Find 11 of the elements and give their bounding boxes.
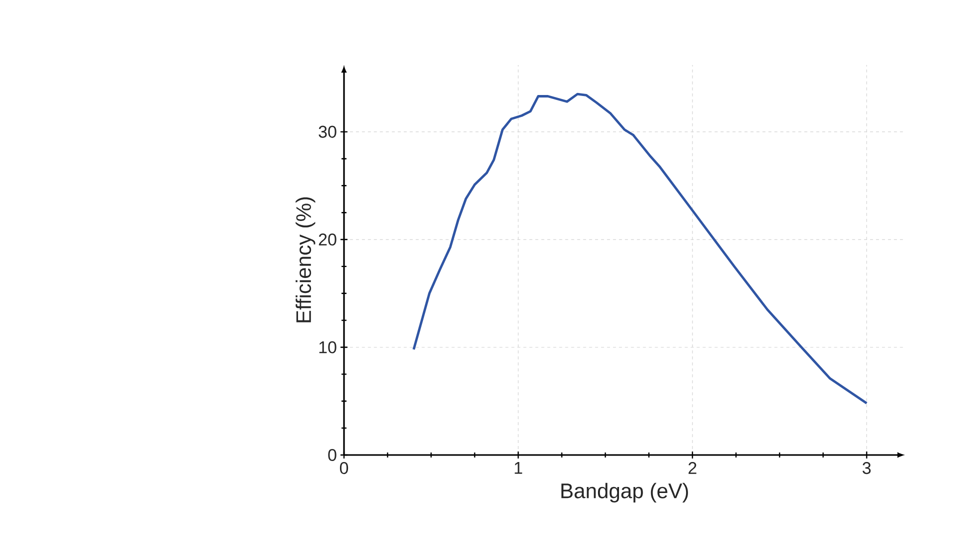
x-tick-label: 3: [862, 462, 871, 474]
y-tick-label: 10: [319, 341, 336, 354]
y-tick-label: 20: [318, 234, 336, 246]
x-tick-label: 1: [514, 462, 522, 474]
x-tick-label: 2: [688, 462, 696, 474]
line-series: [412, 92, 868, 404]
y-tick-label: 30: [318, 126, 336, 138]
y-tick-label: 0: [328, 448, 336, 462]
x-axis-title: Bandgap (eV): [561, 482, 688, 502]
y-axis-title: Efficiency (%): [296, 197, 316, 322]
x-tick-label: 0: [340, 462, 348, 474]
